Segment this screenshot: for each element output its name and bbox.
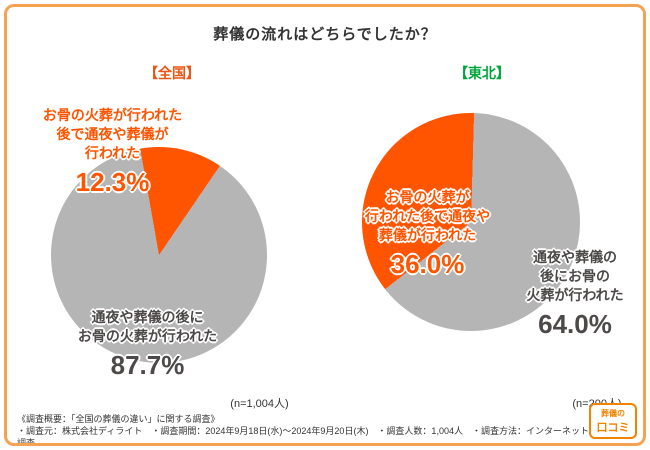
pie-chart-national [51,147,267,363]
national-cremation-first-callout: お骨の火葬が行われた 後で通夜や葬儀が 行われた 12.3% [15,87,210,219]
brand-logo-text-top: 葬儀の [601,409,625,418]
sample-size-national: (n=1,004人) [230,398,289,410]
region-label-national: 【全国】 [144,65,200,81]
pie-chart-tohoku [362,113,580,331]
slice-label-text: 通夜や葬儀の後に お骨の火葬が行われた [77,308,218,344]
tohoku-cremation-first-callout: お骨の火葬が 行われた後で通夜や 葬儀が行われた 36.0% [335,169,520,301]
slice-percent-value: 36.0% [390,248,465,279]
tohoku-funeral-first-callout: 通夜や葬儀の 後にお骨の 火葬が行われた 64.0% [501,229,643,361]
slice-percent-value: 64.0% [538,308,612,339]
slice-label-text: お骨の火葬が行われた 後で通夜や葬儀が 行われた [42,106,183,161]
slice-percent-value: 87.7% [110,349,185,380]
slice-label-text: お骨の火葬が 行われた後で通夜や 葬儀が行われた [364,188,491,243]
survey-overview: 《調査概要：「全国の葬儀の違い」に関する調査》 ・調査元：株式会社ディライト ・… [17,413,595,446]
infographic-frame: 葬儀の流れはどちらでしたか？ 【全国】 【東北】 お骨の火葬が行われた 後で通夜… [4,4,646,446]
brand-logo: 葬儀の 口コミ [589,403,637,439]
region-label-tohoku: 【東北】 [454,65,510,81]
survey-overview-line2: ・調査元：株式会社ディライト ・調査期間：2024年9月18日(水)〜2024年… [17,426,589,446]
brand-logo-text-bottom: 口コミ [596,422,630,434]
page-title: 葬儀の流れはどちらでしたか？ [213,26,437,43]
survey-overview-line1: 《調査概要：「全国の葬儀の違い」に関する調査》 [17,414,220,424]
slice-percent-value: 12.3% [75,166,150,197]
slice-label-text: 通夜や葬儀の 後にお骨の 火葬が行われた [526,248,624,303]
national-funeral-first-callout: 通夜や葬儀の後に お骨の火葬が行われた 87.7% [45,289,250,402]
